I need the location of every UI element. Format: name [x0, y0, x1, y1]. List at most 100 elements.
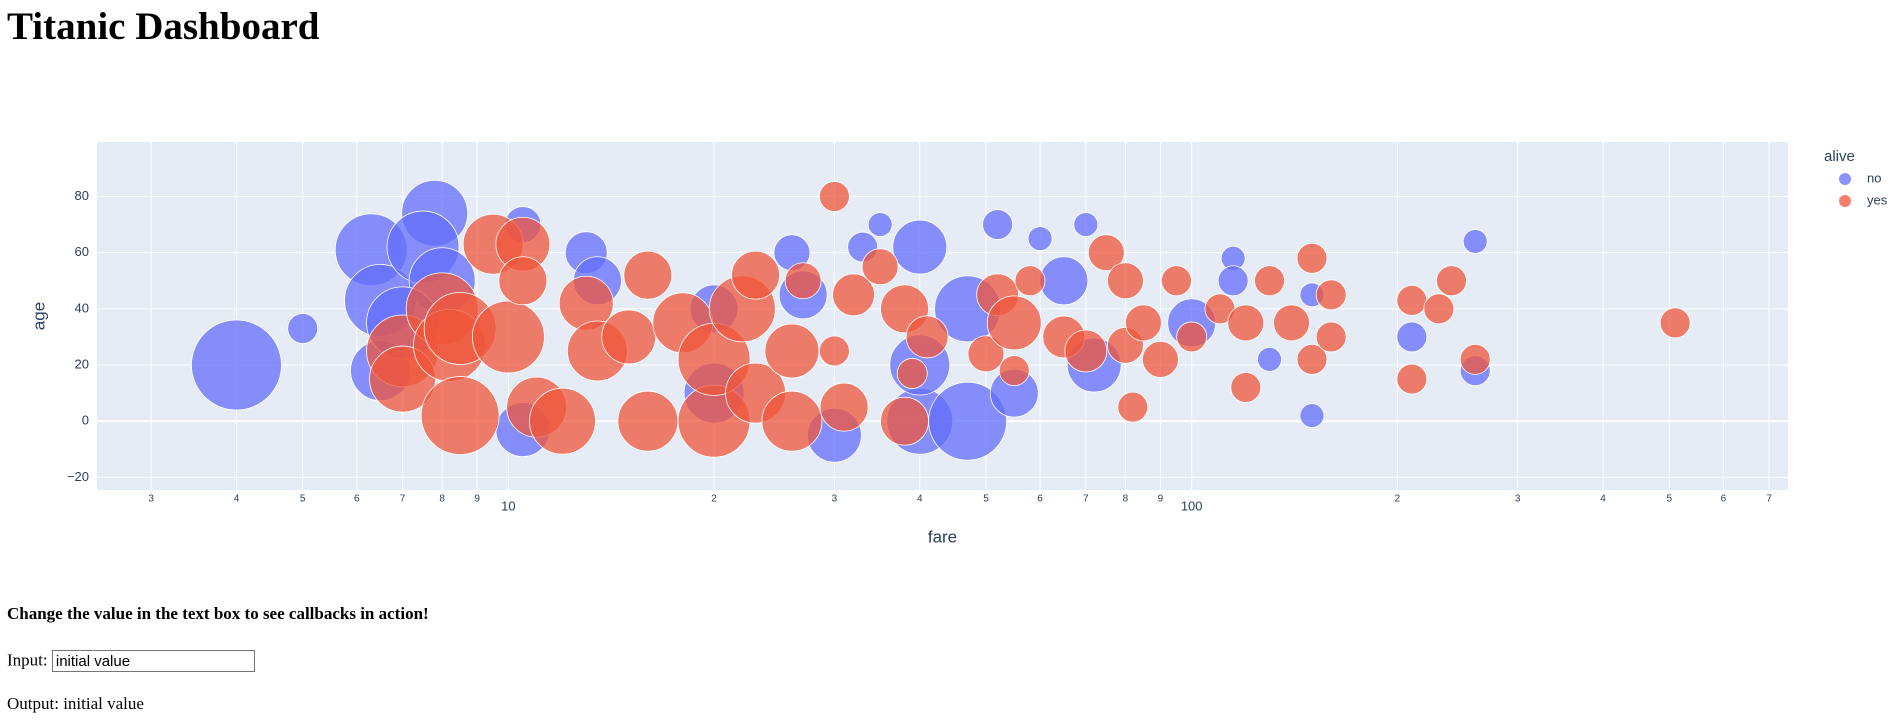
text-input[interactable] [51, 650, 255, 672]
x-tick-label: 7 [1766, 494, 1772, 505]
bubble [1299, 403, 1325, 428]
bubble [1117, 391, 1149, 423]
bubble [1073, 212, 1099, 237]
x-tick-label: 5 [983, 494, 989, 505]
bubble [764, 323, 820, 379]
bubble [471, 300, 545, 374]
bubble [1462, 229, 1488, 254]
bubble [1257, 346, 1282, 372]
bubble [784, 262, 822, 300]
bubble [880, 396, 929, 446]
x-tick-label: 7 [1083, 494, 1089, 505]
bubble [1176, 321, 1208, 353]
bubble [1659, 307, 1691, 339]
x-tick-label: 5 [300, 494, 306, 505]
x-tick-label: 3 [832, 494, 838, 505]
bubble [818, 335, 850, 367]
chart: 3 4 5 6 7 8 9 10 2 3 4 5 6 7 8 9 100 2 3 4 5 6 7 −20 0 20 40 60 80 fa… [29, 142, 1888, 547]
legend-title: alive [1824, 148, 1855, 165]
bubble [818, 181, 850, 212]
bubble [1459, 343, 1491, 375]
bubble [1014, 265, 1046, 297]
x-tick-label: 3 [148, 494, 154, 505]
x-tick-label: 4 [917, 494, 923, 505]
y-tick-label: 40 [75, 300, 89, 315]
bubble [1142, 340, 1179, 378]
bubble [761, 390, 823, 452]
x-tick-label: 10 [501, 498, 515, 513]
x-tick-label: 7 [400, 494, 406, 505]
bubble [1423, 293, 1455, 325]
input-row: Input: [7, 650, 255, 672]
bubble [1064, 329, 1108, 373]
bubble [896, 358, 928, 389]
x-tick-label: 6 [1037, 494, 1043, 505]
bubble [861, 248, 899, 286]
x-tick-label: 6 [1721, 494, 1727, 505]
bubble [1315, 279, 1347, 311]
legend-marker [1839, 173, 1851, 185]
bubble [986, 295, 1042, 351]
bubble [867, 212, 893, 237]
bubble [617, 390, 679, 452]
bubble [1315, 321, 1347, 353]
bubble [191, 319, 282, 411]
bubble [967, 335, 1005, 373]
labels: 3 4 5 6 7 8 9 10 2 3 4 5 6 7 8 9 100 2 3 4 5 6 7 −20 0 20 40 60 80 fa… [29, 148, 1887, 547]
x-tick-label: 2 [711, 494, 717, 505]
y-axis-title: age [29, 302, 48, 330]
x-axis-title: fare [928, 527, 957, 546]
marks [191, 179, 1691, 463]
bubble [1227, 304, 1265, 342]
bubble [529, 387, 596, 455]
page-title: Titanic Dashboard [7, 5, 320, 48]
bubble [819, 382, 869, 432]
x-tick-label: 8 [1123, 494, 1129, 505]
legend-marker [1839, 195, 1851, 207]
bubble [1436, 265, 1467, 297]
bubble [1125, 304, 1162, 342]
bubble [1296, 343, 1328, 375]
bubble [1161, 265, 1192, 297]
bubble [731, 250, 780, 300]
legend-label: yes [1867, 192, 1888, 207]
legend-label: no [1867, 170, 1881, 185]
bubble [1217, 265, 1249, 297]
bubble [1230, 372, 1262, 403]
bubble [1087, 234, 1125, 272]
output: Output: initial value [7, 694, 144, 713]
x-tick-label: 9 [1158, 494, 1164, 505]
bubble [1107, 262, 1144, 300]
bubble [998, 355, 1030, 387]
y-tick-label: 20 [75, 356, 89, 371]
x-tick-label: 3 [1515, 494, 1521, 505]
bubble [1296, 242, 1328, 274]
x-tick-label: 5 [1666, 494, 1672, 505]
x-tick-label: 4 [1600, 494, 1606, 505]
bubble [982, 209, 1014, 240]
y-tick-label: 0 [82, 413, 89, 428]
y-tick-label: 60 [75, 244, 89, 259]
bubble [601, 309, 657, 365]
x-tick-label: 9 [474, 494, 480, 505]
bubble [623, 250, 673, 300]
bubble [1254, 265, 1285, 297]
x-tick-label: 8 [439, 494, 445, 505]
x-tick-label: 100 [1181, 498, 1203, 513]
bubble [1027, 226, 1053, 252]
bubble [905, 315, 949, 359]
bubble [1396, 321, 1428, 353]
x-tick-label: 4 [234, 494, 240, 505]
bubble [498, 256, 548, 306]
y-tick-label: 80 [75, 188, 89, 203]
bubble [1039, 256, 1089, 306]
bubble [420, 376, 500, 455]
bubble [287, 313, 319, 344]
bubble [1396, 285, 1428, 316]
x-tick-label: 6 [354, 494, 360, 505]
bubble [832, 273, 875, 317]
x-tick-label: 2 [1395, 494, 1401, 505]
hint: Change the value in the text box to see … [7, 604, 429, 623]
y-tick-label: −20 [67, 469, 89, 484]
